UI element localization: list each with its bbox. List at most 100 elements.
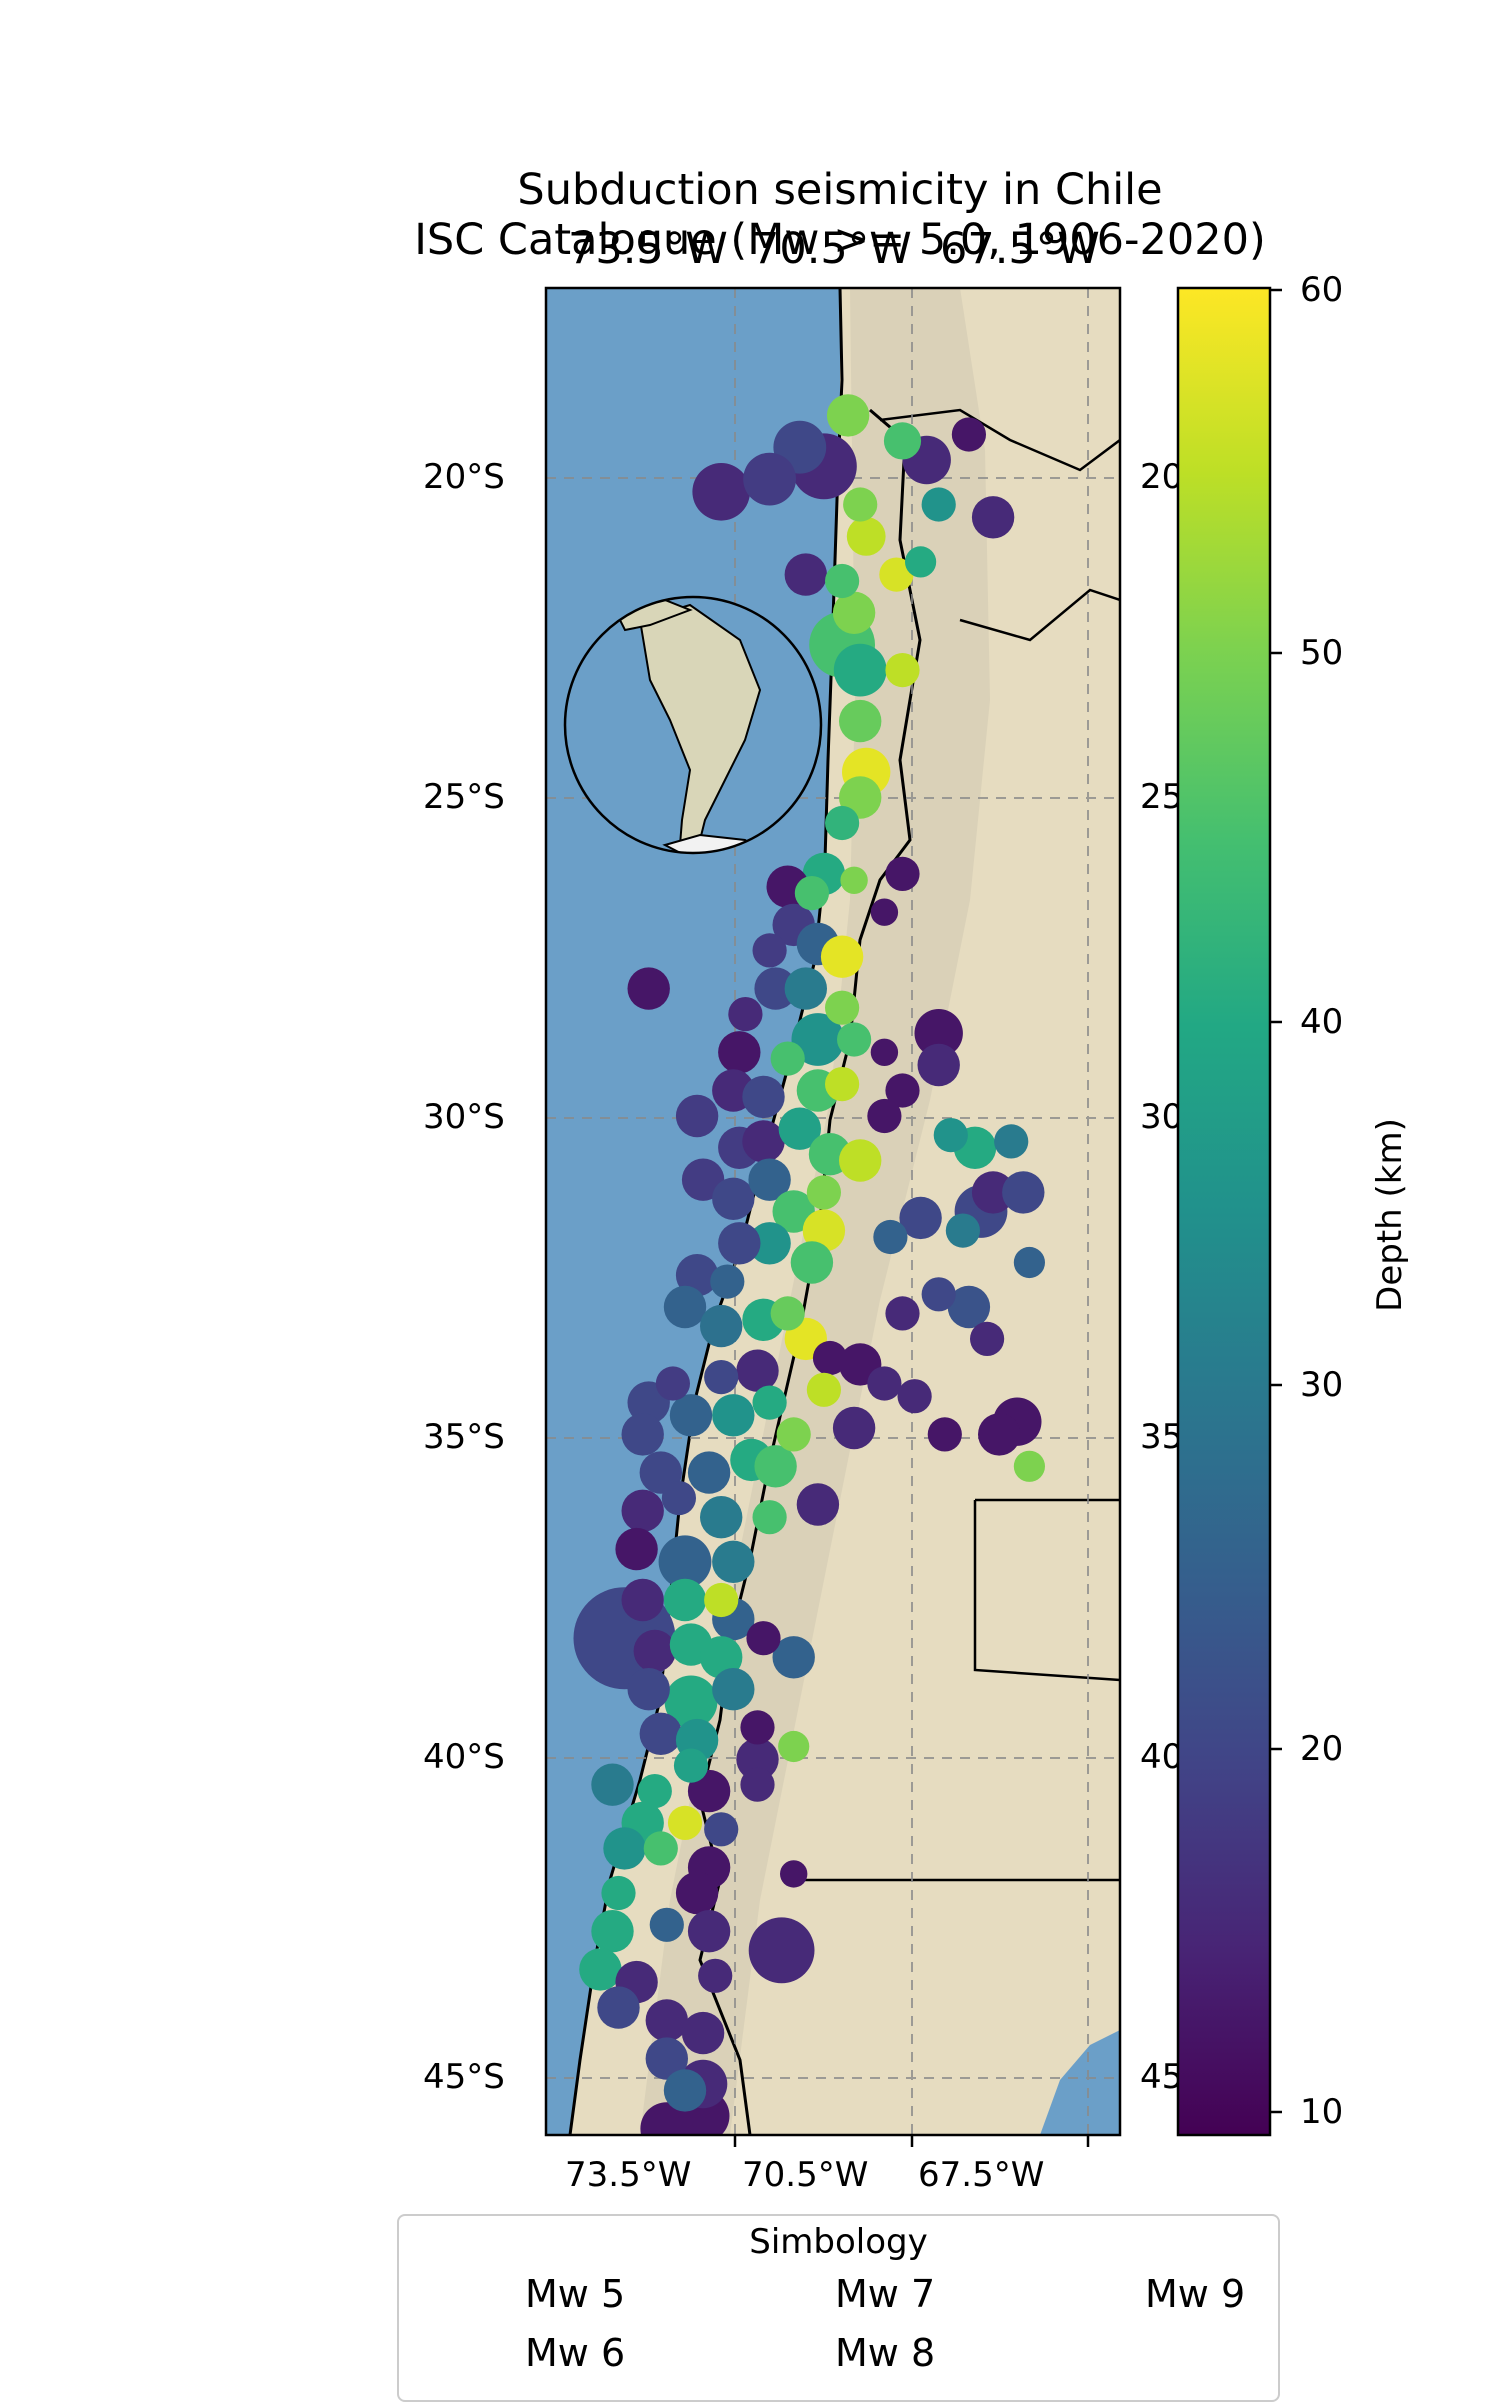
- colorbar-tick-50: 50: [1300, 633, 1344, 673]
- earthquake-point-143: [927, 1417, 962, 1452]
- earthquake-point-109: [951, 417, 987, 452]
- lat-label-right-25: 25: [1140, 777, 1178, 817]
- earthquake-point-116: [885, 856, 920, 892]
- lat-label-40s: 40°S: [423, 1737, 505, 1777]
- earthquake-point-47: [899, 1196, 942, 1240]
- earthquake-point-79: [621, 1578, 664, 1622]
- earthquake-point-4: [692, 463, 750, 521]
- earthquake-point-3: [748, 1917, 815, 1984]
- colorbar-ticks: [1270, 288, 1282, 2114]
- colorbar-tick-40: 40: [1300, 1002, 1344, 1042]
- earthquake-point-130: [710, 1264, 745, 1299]
- earthquake-point-46: [1002, 1171, 1045, 1214]
- earthquake-point-123: [885, 1073, 920, 1108]
- lat-label-45s: 45°S: [423, 2057, 505, 2097]
- earthquake-point-10: [658, 1535, 712, 1589]
- earthquake-point-75: [700, 1496, 743, 1539]
- earthquake-point-55: [718, 1222, 761, 1265]
- earthquake-point-105: [663, 2069, 707, 2112]
- earthquake-point-48: [681, 1158, 725, 1201]
- earthquake-point-160: [1013, 1450, 1045, 1482]
- map-frame: [544, 286, 1122, 2137]
- top-lon-label-2: 70.5°W: [752, 224, 912, 274]
- earthquake-point-71: [687, 1451, 731, 1494]
- earthquake-point-101: [597, 1986, 640, 2029]
- earthquake-point-29: [820, 935, 864, 978]
- earthquake-point-80: [663, 1578, 707, 1622]
- earthquake-point-149: [673, 1748, 709, 1783]
- earthquake-point-85: [772, 1636, 815, 1679]
- lat-label-right-45: 45: [1140, 2057, 1178, 2097]
- earthquake-point-147: [746, 1621, 781, 1656]
- earthquake-point-165: [780, 1860, 808, 1888]
- earthquake-point-129: [806, 1175, 842, 1210]
- earthquake-point-142: [897, 1379, 932, 1414]
- earthquake-point-31: [784, 967, 827, 1010]
- colorbar: [1176, 286, 1272, 2137]
- earthquake-point-68: [832, 1406, 876, 1450]
- earthquake-point-65: [621, 1413, 664, 1456]
- earthquake-point-151: [740, 1767, 775, 1802]
- top-lon-label-3: 67.5°W: [940, 224, 1100, 274]
- earthquake-point-52: [802, 1209, 846, 1252]
- earthquake-point-126: [994, 1124, 1029, 1159]
- atlantic-ocean: [1040, 2030, 1120, 2135]
- earthquake-point-117: [752, 933, 787, 968]
- earthquake-point-164: [870, 1038, 899, 1067]
- earthquake-point-67: [712, 1394, 755, 1437]
- earthquake-point-131: [770, 1296, 805, 1331]
- earthquake-point-73: [754, 1445, 797, 1488]
- earthquake-point-102: [645, 1999, 688, 2042]
- legend-label-mw7: Mw 7: [835, 2272, 936, 2316]
- earthquake-point-7: [833, 643, 887, 697]
- legend-label-mw6: Mw 6: [525, 2331, 626, 2375]
- earthquake-point-122: [825, 1067, 860, 1102]
- earthquake-point-84: [700, 1636, 743, 1679]
- legend-label-mw8: Mw 8: [835, 2331, 936, 2375]
- province-border: [790, 1498, 1120, 1882]
- earthquake-point-134: [885, 1296, 920, 1331]
- earthquake-point-91: [591, 1763, 634, 1806]
- earthquake-point-21: [784, 553, 827, 596]
- earthquake-point-154: [643, 1831, 678, 1866]
- earthquake-point-148: [740, 1710, 775, 1745]
- earthquake-point-76: [796, 1483, 840, 1526]
- earthquake-point-113: [885, 653, 920, 688]
- earthquake-point-50: [748, 1158, 791, 1201]
- colorbar-tick-30: 30: [1300, 1365, 1344, 1405]
- earthquake-point-152: [667, 1805, 703, 1840]
- earthquake-point-69: [978, 1413, 1021, 1456]
- lat-label-right-30: 30: [1140, 1097, 1178, 1137]
- legend-title: Simbology: [749, 2222, 928, 2262]
- earthquake-point-22: [832, 591, 876, 634]
- earthquake-point-34: [742, 1075, 785, 1119]
- earthquake-point-162: [840, 866, 868, 894]
- earthquake-point-127: [945, 1213, 981, 1248]
- earthquake-point-54: [748, 1222, 791, 1265]
- earthquake-point-150: [637, 1774, 672, 1809]
- earthquake-point-53: [790, 1241, 834, 1284]
- lat-label-20s: 20°S: [423, 457, 505, 497]
- earthquake-point-56: [675, 1254, 719, 1297]
- colorbar-tick-10: 10: [1300, 2092, 1344, 2132]
- legend-label-mw5: Mw 5: [525, 2272, 626, 2316]
- earthquake-point-16: [914, 1008, 963, 1058]
- earthquake-point-99: [579, 1948, 622, 1991]
- earthquake-point-163: [870, 898, 899, 926]
- lat-label-right-40: 40: [1140, 1737, 1178, 1777]
- lat-label-right-20: 20: [1140, 457, 1178, 497]
- earthquake-point-155: [601, 1875, 636, 1911]
- earthquake-point-112: [825, 563, 860, 599]
- earthquake-point-11: [664, 1675, 718, 1729]
- earthquake-point-157: [698, 1958, 733, 1993]
- earthquake-point-114: [825, 805, 860, 841]
- lat-label-35s: 35°S: [423, 1417, 505, 1457]
- earthquake-point-20: [971, 496, 1015, 539]
- earthquake-point-40: [742, 1120, 785, 1163]
- lon-label-70-5w: 70.5°W: [742, 2155, 869, 2195]
- earthquake-point-62: [947, 1285, 991, 1329]
- earthquake-point-124: [867, 1098, 902, 1134]
- earthquake-point-108: [843, 487, 878, 522]
- earthquake-point-19: [826, 394, 870, 437]
